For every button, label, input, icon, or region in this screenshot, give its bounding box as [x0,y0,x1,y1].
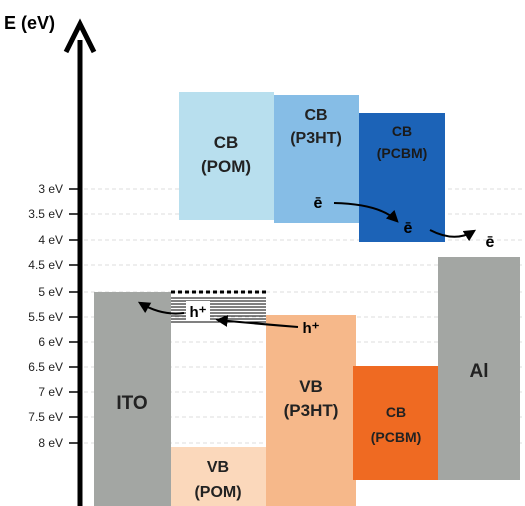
tick-label: 5 eV [38,285,63,299]
hole-arrow-p3ht-to-trap [215,314,299,328]
tick-label: 6 eV [38,335,63,349]
cb-pcbm-block: CB (PCBM) [359,113,445,242]
vb-p3ht-label-line1: VB [299,377,323,396]
vb-p3ht-block: VB (P3HT) [266,315,356,506]
axis-ticks [69,188,80,444]
tick-label: 6.5 eV [28,360,63,374]
lower-pcbm-label-line2: (PCBM) [371,429,422,445]
cb-pom-rect [179,92,274,220]
ito-label: ITO [116,393,147,414]
electron-label-p3ht: ē [314,195,323,212]
tick-label: 4.5 eV [28,258,63,272]
electron-label-pcbm: ē [404,220,413,237]
tick-label: 3 eV [38,182,63,196]
cb-p3ht-label-line2: (P3HT) [290,130,342,147]
vb-p3ht-rect [266,315,356,506]
electron-label-al: ē [486,234,495,251]
vb-pom-block: VB (POM) [171,447,266,506]
cb-pom-label-line1: CB [214,133,239,152]
tick-label: 7 eV [38,385,63,399]
tick-label: 4 eV [38,233,63,247]
cb-pom-label-line2: (POM) [201,157,251,176]
vb-p3ht-label-line2: (P3HT) [284,401,339,420]
cb-pcbm-label-line1: CB [392,123,412,139]
vb-pom-label-line2: (POM) [194,484,241,501]
ito-block: ITO [94,292,171,506]
tick-label: 8 eV [38,436,63,450]
cb-pcbm-label-line2: (PCBM) [377,145,428,161]
ito-rect [94,292,171,506]
hole-label-p3ht: h⁺ [302,320,319,337]
al-label: Al [470,361,489,382]
lower-pcbm-label-line1: CB [386,404,406,420]
vb-pom-label-line1: VB [207,459,229,476]
tick-label: 3.5 eV [28,207,63,221]
lower-pcbm-block: CB (PCBM) [353,366,438,480]
al-block: Al [438,257,520,480]
electron-arrow-p3ht-to-pcbm [333,202,399,223]
hole-label-trap: h⁺ [189,304,206,321]
axis-title: E (eV) [4,13,55,33]
energy-axis: E (eV) [4,13,97,506]
cb-pcbm-rect [359,113,445,242]
tick-label: 7.5 eV [28,410,63,424]
tick-label: 5.5 eV [28,310,63,324]
electron-arrow-pcbm-to-al [429,229,477,242]
cb-p3ht-rect [274,95,359,223]
hole-arrow-trap-to-ito [137,301,185,315]
transfer-arrows [137,202,477,328]
cb-p3ht-block: CB (P3HT) [274,95,359,223]
al-rect [438,257,520,480]
cb-p3ht-label-line1: CB [304,107,327,124]
vb-pom-rect [171,447,266,506]
axis-tick-labels: 3 eV 3.5 eV 4 eV 4.5 eV 5 eV 5.5 eV 6 eV… [28,182,63,450]
lower-pcbm-rect [353,366,438,480]
cb-pom-block: CB (POM) [179,92,274,220]
